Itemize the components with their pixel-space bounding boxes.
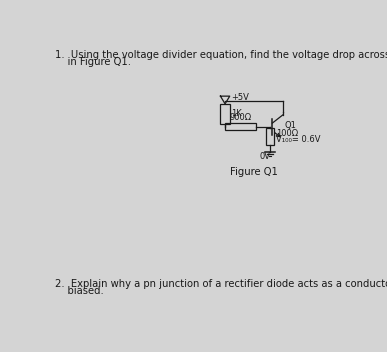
Text: biased.: biased.: [55, 285, 103, 296]
Text: 1.  Using the voltage divider equation, find the voltage drop across the 900 Ω r: 1. Using the voltage divider equation, f…: [55, 50, 387, 60]
Text: 900Ω: 900Ω: [229, 113, 252, 122]
Bar: [221, 104, 230, 124]
Text: 2.  Explain why a pn junction of a rectifier diode acts as a conductor when Forw: 2. Explain why a pn junction of a rectif…: [55, 279, 387, 289]
Text: 100Ω: 100Ω: [276, 129, 298, 138]
Text: 0V: 0V: [259, 152, 270, 161]
Bar: [225, 124, 256, 130]
Text: Q1: Q1: [285, 121, 296, 130]
Text: +5V: +5V: [231, 93, 249, 102]
Bar: [266, 128, 274, 145]
Text: Figure Q1: Figure Q1: [230, 167, 278, 177]
Text: 1K: 1K: [231, 109, 242, 118]
Text: in Figure Q1.: in Figure Q1.: [55, 57, 130, 67]
Text: V₁₀₀= 0.6V: V₁₀₀= 0.6V: [276, 136, 320, 144]
